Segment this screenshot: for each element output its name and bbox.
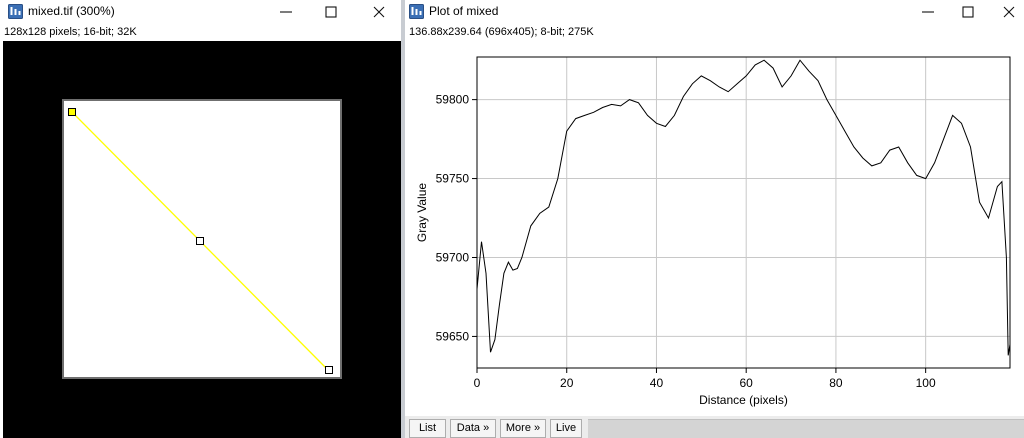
window-title: mixed.tif (300%): [28, 4, 115, 18]
maximize-button[interactable]: [948, 0, 988, 24]
minimize-button[interactable]: [266, 0, 306, 24]
minimize-button[interactable]: [908, 0, 948, 24]
plot-window: Plot of mixed 136.88x239.64 (696x405); 8…: [401, 0, 1024, 438]
roi-handle-middle[interactable]: [196, 237, 204, 245]
maximize-icon: [962, 6, 974, 18]
image-info: 128x128 pixels; 16-bit; 32K: [4, 26, 137, 38]
y-tick-label: 59700: [436, 250, 470, 264]
plot-ticks: 0 20 40 60 80 100 59650 59700 59750 59800: [436, 93, 936, 390]
data-button[interactable]: Data »: [450, 419, 496, 438]
close-icon: [1003, 6, 1015, 18]
image-window: mixed.tif (300%) 128x128 pixels; 16-bit;…: [0, 0, 401, 438]
y-axis-label: Gray Value: [415, 183, 429, 242]
button-bar-filler: [588, 419, 1024, 438]
image-canvas[interactable]: [3, 41, 401, 438]
maximize-icon: [325, 6, 337, 18]
close-icon: [373, 6, 385, 18]
plot-frame: [476, 56, 1011, 369]
plot-button-bar: List Data » More » Live: [405, 416, 1024, 438]
x-tick-label: 0: [474, 376, 481, 390]
line-profile-plot[interactable]: 0 20 40 60 80 100 59650 59700 59750 59800 Distanc…: [406, 41, 1024, 416]
x-tick-label: 100: [916, 376, 936, 390]
imagej-window-icon: [8, 4, 23, 19]
x-tick-label: 80: [829, 376, 843, 390]
x-axis-label: Distance (pixels): [699, 393, 788, 407]
x-tick-label: 20: [560, 376, 574, 390]
maximize-button[interactable]: [311, 0, 351, 24]
y-tick-label: 59650: [436, 329, 470, 343]
profile-series-line: [476, 59, 1011, 356]
roi-handle-end[interactable]: [325, 366, 333, 374]
close-button[interactable]: [989, 0, 1024, 24]
plot-window-titlebar[interactable]: Plot of mixed: [405, 0, 1024, 24]
minimize-icon: [922, 11, 934, 13]
x-tick-label: 60: [740, 376, 754, 390]
minimize-icon: [280, 11, 292, 13]
list-button[interactable]: List: [409, 419, 446, 438]
imagej-window-icon: [409, 4, 424, 19]
close-button[interactable]: [359, 0, 399, 24]
y-tick-label: 59750: [436, 172, 470, 186]
y-tick-label: 59800: [436, 93, 470, 107]
plot-info: 136.88x239.64 (696x405); 8-bit; 275K: [409, 26, 594, 38]
live-button[interactable]: Live: [550, 419, 582, 438]
image-window-titlebar[interactable]: mixed.tif (300%): [0, 0, 401, 24]
more-button[interactable]: More »: [500, 419, 546, 438]
roi-handle-start[interactable]: [68, 108, 76, 116]
window-title: Plot of mixed: [429, 4, 499, 18]
x-tick-label: 40: [650, 376, 664, 390]
